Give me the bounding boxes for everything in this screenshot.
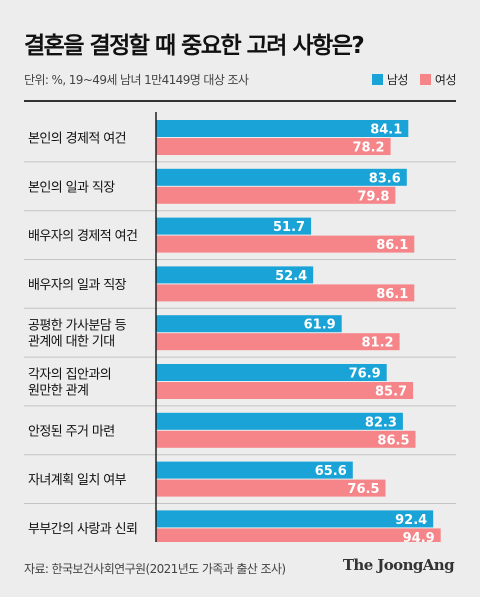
legend-swatch-female — [419, 74, 431, 85]
data-label-female-5: 85.7 — [375, 385, 407, 400]
category-label-2: 배우자의 경제적 여건 — [28, 229, 137, 244]
data-label-male-7: 65.6 — [315, 464, 347, 479]
legend-swatch-male — [371, 74, 383, 85]
category-label-7: 자녀계획 일치 여부 — [28, 473, 127, 488]
bar-male-2 — [156, 217, 312, 235]
data-label-male-6: 82.3 — [365, 415, 397, 430]
data-label-male-8: 92.4 — [395, 513, 427, 528]
bar-male-7 — [156, 461, 353, 479]
data-label-female-2: 86.1 — [376, 238, 408, 253]
bar-female-7 — [156, 479, 386, 497]
category-label-1: 본인의 일과 직장 — [28, 180, 115, 195]
bar-male-3 — [156, 266, 314, 284]
category-label-8: 부부간의 사랑과 신뢰 — [28, 522, 137, 537]
bar-male-0 — [156, 120, 409, 137]
bar-female-6 — [156, 430, 416, 448]
data-label-male-2: 51.7 — [273, 220, 305, 235]
data-label-female-8: 94.9 — [403, 531, 435, 542]
chart-title: 결혼을 결정할 때 중요한 고려 사항은? — [24, 33, 365, 59]
bar-male-8 — [156, 510, 434, 528]
legend-item-male: 남성 — [371, 71, 409, 88]
data-label-female-0: 78.2 — [353, 141, 385, 156]
data-label-female-4: 81.2 — [362, 336, 394, 351]
bar-female-2 — [156, 235, 415, 253]
bar-male-6 — [156, 412, 403, 430]
category-label-6: 안정된 주거 마련 — [28, 424, 115, 439]
bar-female-3 — [156, 284, 415, 302]
data-label-male-1: 83.6 — [369, 171, 401, 186]
data-label-male-0: 84.1 — [370, 123, 402, 138]
brand-logo: The JoongAng — [342, 556, 455, 574]
legend-item-female: 여성 — [419, 71, 457, 88]
data-label-male-3: 52.4 — [275, 269, 307, 284]
data-label-female-7: 76.5 — [347, 482, 379, 497]
category-label-4-line0: 공평한 가사분담 등 — [28, 319, 127, 334]
bar-chart: 84.1 78.2 본인의 경제적 여건 83.6 79.8 본인의 일과 직장 51.7 8… — [24, 112, 456, 542]
bar-female-0 — [156, 138, 391, 155]
bar-male-5 — [156, 364, 387, 381]
bar-male-4 — [156, 315, 342, 333]
top-divider — [24, 100, 456, 102]
bar-female-1 — [156, 186, 396, 204]
category-label-4-line1: 관계에 대한 기대 — [28, 335, 115, 350]
data-label-female-3: 86.1 — [376, 287, 408, 302]
legend-label-female: 여성 — [434, 73, 457, 87]
category-label-0: 본인의 경제적 여건 — [28, 132, 126, 147]
data-label-female-1: 79.8 — [357, 189, 389, 204]
bar-female-8 — [156, 528, 441, 542]
data-label-male-5: 76.9 — [349, 367, 381, 382]
bar-female-5 — [156, 382, 414, 399]
bar-male-1 — [156, 168, 407, 186]
category-label-5-line0: 각자의 집안과의 — [28, 368, 111, 383]
legend: 남성 여성 — [371, 71, 457, 88]
chart-subtitle: 단위: %, 19~49세 남녀 1만4149명 대상 조사 — [24, 73, 249, 87]
data-label-female-6: 86.5 — [377, 433, 409, 448]
data-label-male-4: 61.9 — [304, 318, 336, 333]
legend-label-male: 남성 — [386, 73, 409, 87]
category-label-3: 배우자의 일과 직장 — [28, 278, 127, 293]
source-note: 자료: 한국보건사회연구원(2021년도 가족과 출산 조사) — [24, 562, 286, 576]
category-label-5-line1: 원만한 관계 — [28, 384, 88, 399]
bar-female-4 — [156, 333, 400, 351]
